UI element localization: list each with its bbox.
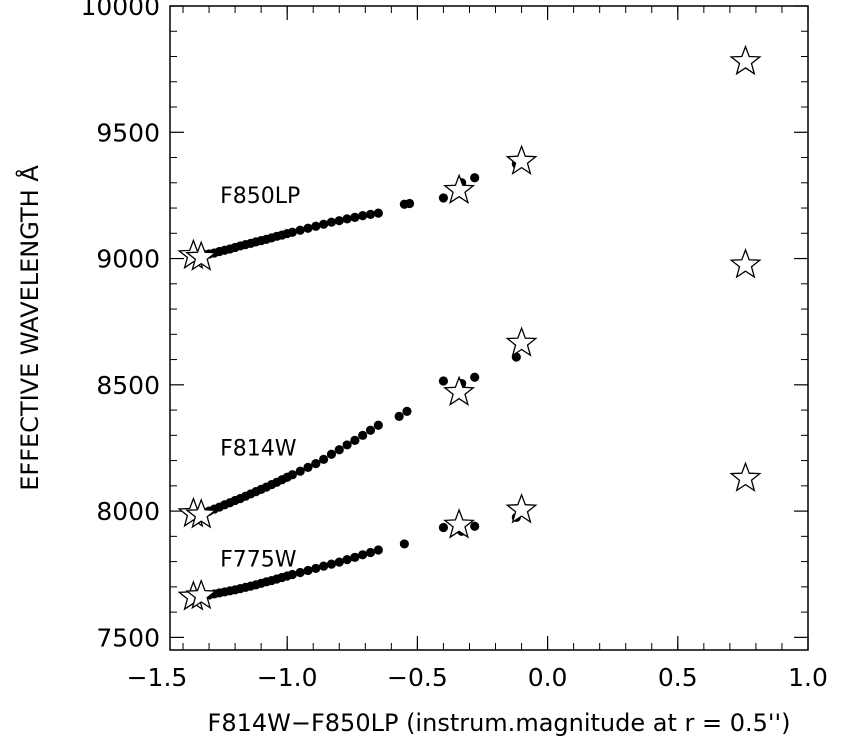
star-marker-f775w [443,508,476,539]
star-marker-f850lp [443,173,476,205]
data-point-f775w [295,567,305,578]
data-point-f775w [342,554,352,565]
y-axis-title: EFFECTIVE WAVELENGTH Å [15,165,44,491]
star-marker-f850lp [185,240,218,271]
data-point-f775w [365,547,376,558]
series-label-f775w: F775W [220,548,297,573]
data-point-f850lp [350,212,360,222]
x-tick-label: 0.0 [528,663,568,692]
data-point-f775w [438,522,449,533]
data-point-f814w [319,454,329,464]
data-point-f814w [287,470,297,480]
data-point-f775w [358,550,368,560]
data-point-f814w [334,445,344,455]
data-point-f814w [394,411,404,421]
y-tick-label: 8000 [96,497,160,526]
data-point-f850lp [470,173,480,183]
data-point-f814w [438,376,449,386]
data-point-f850lp [319,219,329,229]
data-point-f775w [311,563,321,574]
data-point-f775w [334,557,344,567]
labels-layer: −1.5 −1.0 −0.5 0.0 0.5 1.0 7500 8000 8500 9000 950… [15,0,828,737]
plot-frame [169,5,809,651]
data-point-f775w [470,521,480,531]
y-tick-label: 10000 [80,0,160,21]
x-axis-title: F814W−F850LP (instrum.magnitude at r = 0… [208,709,791,737]
x-tick-label: −0.5 [387,663,448,692]
data-point-f775w [326,559,337,569]
y-tick-label: 9500 [96,118,160,147]
x-tick-label: −1.0 [257,663,318,692]
data-point-f850lp [342,214,352,224]
data-point-f814w [350,435,360,445]
star-marker-f814w [729,461,762,492]
data-point-f775w [319,561,329,571]
data-point-f850lp [334,216,344,226]
data-point-f814w [373,420,383,430]
data-point-f850lp [373,208,383,218]
star-marker-f814w [185,498,218,529]
data-point-f814w [402,406,412,416]
y-tick-label: 7500 [96,623,160,652]
data-point-f775w [373,545,383,555]
data-point-f814w [342,440,352,450]
data-point-f850lp [287,227,297,237]
data-point-f814w [295,466,305,476]
data-point-f850lp [311,221,321,231]
x-tick-label: 0.5 [658,663,698,692]
data-point-f850lp [295,225,305,235]
data-point-f850lp [326,217,337,227]
star-marker-f814w [443,375,476,407]
star-marker-f775w [505,492,538,524]
y-tick-label: 8500 [96,371,160,400]
x-tick-label: 1.0 [788,663,828,692]
data-point-f850lp [358,211,368,221]
data-point-f850lp [365,209,376,219]
data-point-f775w [399,539,409,549]
marks-layer [177,44,762,611]
data-point-f814w [470,372,480,382]
data-point-f814w [303,462,313,473]
star-marker-f850lp [729,248,762,279]
data-point-f775w [350,552,360,562]
star-marker-f775w [185,578,218,610]
data-point-f814w [326,449,337,459]
data-point-f814w [358,430,368,440]
y-tick-label: 9000 [96,245,160,274]
data-point-f814w [365,425,376,435]
data-point-f850lp [303,223,313,233]
series-label-f850lp: F850LP [220,184,300,209]
data-point-f814w [311,459,321,469]
x-tick-label: −1.5 [127,663,188,692]
star-marker-f850lp [729,44,762,76]
series-label-f814w: F814W [220,437,297,462]
data-point-f850lp [404,198,415,209]
data-point-f850lp [438,193,449,203]
data-point-f775w [303,565,313,576]
star-marker-f850lp [505,144,538,176]
star-marker-f814w [505,326,538,357]
axes-layer [169,5,809,651]
data-point-f775w [287,569,297,580]
